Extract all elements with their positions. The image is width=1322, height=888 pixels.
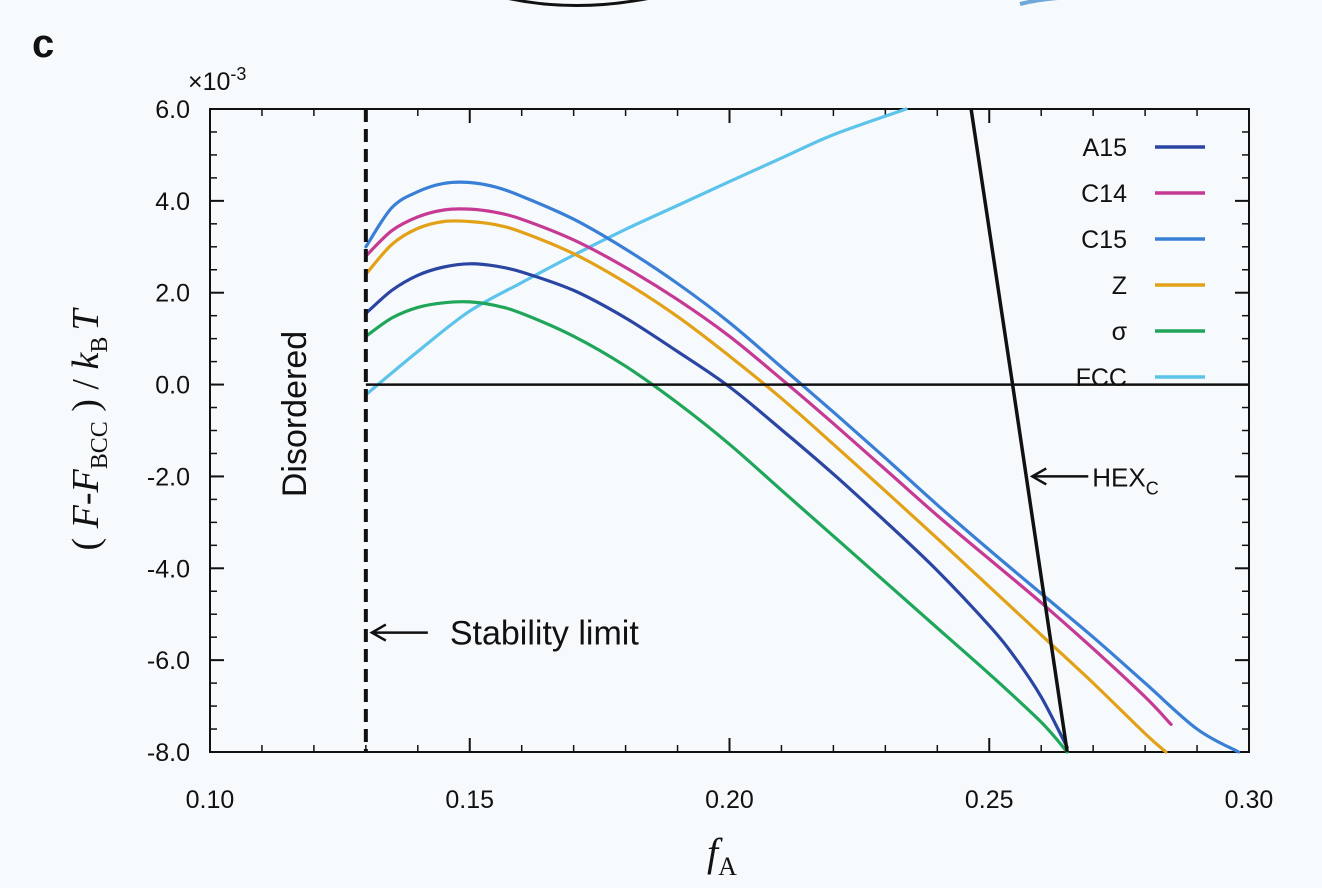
legend-label-fcc: FCC	[1076, 364, 1127, 392]
x-tick-label: 0.20	[705, 786, 754, 814]
disordered-label: Disordered	[276, 331, 314, 497]
series-line-a15	[364, 262, 1069, 749]
y-scale-multiplier: ×10-3	[188, 64, 246, 96]
panel-letter: c	[32, 22, 54, 66]
x-tick-label: 0.10	[186, 786, 235, 814]
legend-label-c14: C14	[1081, 180, 1127, 208]
y-tick-labels: 6.0 4.0 2.0 0.0 -2.0 -4.0 -6.0 -8.0	[147, 96, 190, 767]
y-tick-label: 4.0	[155, 188, 190, 216]
series-line-fcc	[364, 107, 908, 397]
hex-c-label: HEXC	[1092, 462, 1158, 498]
hex-c-line	[969, 108, 1069, 753]
y-tick-label: -6.0	[147, 647, 190, 675]
x-tick-label: 0.15	[445, 786, 494, 814]
stability-limit-label: Stability limit	[450, 615, 639, 653]
x-tick-label: 0.30	[1225, 786, 1274, 814]
legend-label-sigma: σ	[1112, 318, 1128, 346]
legend: A15 C14 C15 Zσ FCC	[1076, 134, 1205, 392]
y-axis-title: ( F-FBCC ) / kBT	[65, 307, 113, 551]
cropped-figure-arc-blue	[1019, 0, 1059, 6]
series-line-c14	[364, 207, 1173, 726]
series-lines	[364, 107, 1241, 754]
legend-label-c15: C15	[1081, 226, 1127, 254]
hex-c-annotation: HEXC	[1029, 462, 1159, 498]
y-tick-label: 6.0	[155, 96, 190, 124]
stability-limit-annotation: Stability limit	[369, 615, 639, 653]
stability-limit-arrowhead	[369, 623, 387, 642]
x-axis-title: fA	[707, 830, 737, 881]
series-line-sigma	[364, 300, 1069, 754]
y-tick-label: -4.0	[147, 555, 190, 583]
y-tick-label: -8.0	[147, 739, 190, 767]
series-line-z	[364, 219, 1168, 754]
legend-label-a15: A15	[1083, 134, 1127, 162]
series-line-c15	[364, 180, 1241, 754]
cropped-figure-arc	[508, 0, 649, 7]
y-tick-label: 0.0	[155, 372, 190, 400]
x-tick-labels: 0.10 0.15 0.20 0.25 0.30	[186, 786, 1274, 814]
legend-label-z: Z	[1112, 272, 1127, 300]
x-tick-label: 0.25	[965, 786, 1014, 814]
y-tick-label: -2.0	[147, 463, 190, 491]
y-tick-label: 2.0	[155, 280, 190, 308]
hex-c-arrowhead	[1029, 467, 1047, 486]
